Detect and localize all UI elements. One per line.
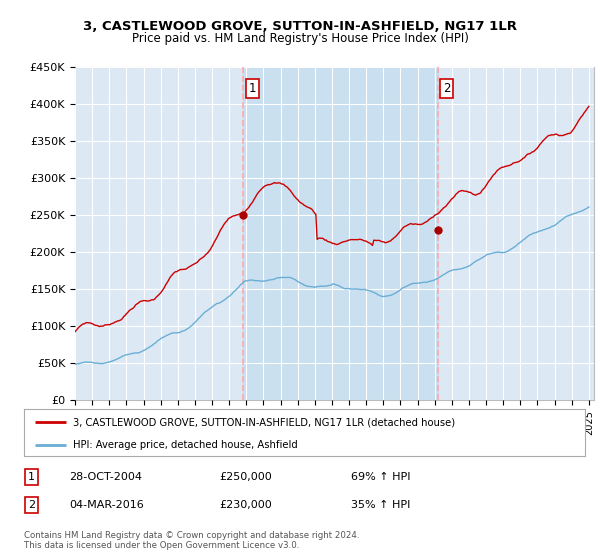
Text: 2: 2: [443, 82, 450, 95]
Text: 1: 1: [28, 472, 35, 482]
Bar: [244, 67, 437, 400]
Text: HPI: Average price, detached house, Ashfield: HPI: Average price, detached house, Ashf…: [73, 440, 298, 450]
Text: 1: 1: [248, 82, 256, 95]
Text: 28-OCT-2004: 28-OCT-2004: [69, 472, 142, 482]
Text: Price paid vs. HM Land Registry's House Price Index (HPI): Price paid vs. HM Land Registry's House …: [131, 32, 469, 45]
Text: 3, CASTLEWOOD GROVE, SUTTON-IN-ASHFIELD, NG17 1LR: 3, CASTLEWOOD GROVE, SUTTON-IN-ASHFIELD,…: [83, 20, 517, 32]
Text: £230,000: £230,000: [219, 500, 272, 510]
Text: Contains HM Land Registry data © Crown copyright and database right 2024.
This d: Contains HM Land Registry data © Crown c…: [24, 531, 359, 550]
Text: 2: 2: [28, 500, 35, 510]
Text: 3, CASTLEWOOD GROVE, SUTTON-IN-ASHFIELD, NG17 1LR (detached house): 3, CASTLEWOOD GROVE, SUTTON-IN-ASHFIELD,…: [73, 417, 455, 427]
Text: 69% ↑ HPI: 69% ↑ HPI: [351, 472, 410, 482]
Text: £250,000: £250,000: [219, 472, 272, 482]
Text: 04-MAR-2016: 04-MAR-2016: [69, 500, 144, 510]
Text: 35% ↑ HPI: 35% ↑ HPI: [351, 500, 410, 510]
